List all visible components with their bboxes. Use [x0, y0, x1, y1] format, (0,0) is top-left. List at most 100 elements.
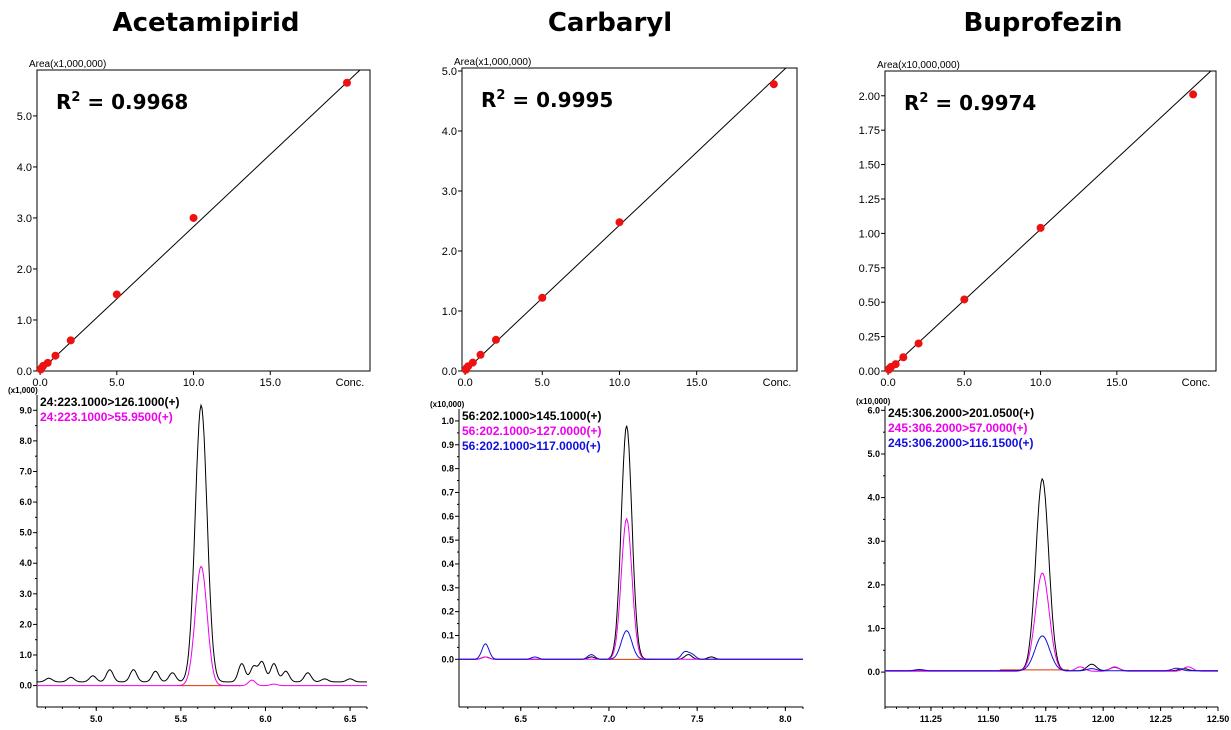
chart-6-xtick-label: 11.50	[977, 714, 999, 724]
chart-3-xtick-label: 15.0	[1106, 377, 1127, 389]
chart-3-xtick-label: 0.0	[880, 377, 895, 389]
chart-1-xtick-label: 0.0	[32, 377, 47, 389]
chart-3-r2-label: R2 = 0.9974	[904, 91, 1036, 115]
chart-4-xtick-label: 5.0	[90, 714, 103, 724]
chart-3-point	[960, 295, 969, 304]
chart-4-ytick-label: 3.0	[19, 589, 32, 599]
chart-5-ytick-label: 1.0	[441, 416, 454, 426]
chart-4-ytick-label: 2.0	[19, 619, 32, 629]
chart-5-trace-label-3: 56:202.1000>117.0000(+)	[462, 439, 601, 453]
chart-3-point	[1036, 223, 1045, 232]
chart-5-ytick-label: 0.3	[441, 583, 454, 593]
chart-3-fit-line	[887, 70, 1212, 372]
chart-5-trace-label-2: 56:202.1000>127.0000(+)	[462, 424, 601, 438]
chart-2-xlabel: Conc.	[763, 377, 792, 389]
chart-5-xtick-label: 7.0	[603, 714, 616, 724]
chart-1-xtick-label: 5.0	[109, 377, 124, 389]
chart-3-point	[1189, 90, 1198, 99]
chart-5-ytick-label: 0.6	[441, 511, 454, 521]
chart-3-xlabel: Conc.	[1182, 377, 1211, 389]
chart-5-yunit: (x10,000)	[430, 400, 465, 409]
chart-4-yunit: (x1,000)	[8, 386, 38, 395]
chart-6-ytick-label: 1.0	[867, 623, 880, 633]
chart-5-xtick-label: 7.5	[691, 714, 704, 724]
chart-1-ytick-label: 1.0	[17, 315, 32, 327]
chart-6-xtick-label: 12.50	[1207, 714, 1230, 724]
chart-5-trace-1	[459, 425, 803, 660]
chart-3-ytick-label: 0.25	[859, 332, 880, 344]
compound-title-3: Buprofezin	[963, 8, 1123, 38]
chart-2-point	[538, 293, 547, 302]
chart-3-point	[914, 339, 923, 348]
chart-3-ylabel: Area(x10,000,000)	[877, 60, 960, 71]
chart-1-xlabel: Conc.	[336, 377, 365, 389]
chart-2-ytick-label: 4.0	[442, 126, 457, 138]
chart-3-frame	[884, 70, 1217, 372]
chart-2-point	[615, 218, 624, 227]
chart-1-frame	[36, 69, 371, 372]
chart-3-ytick-label: 1.00	[859, 228, 880, 240]
chart-3-point	[891, 360, 900, 369]
chart-5-ytick-label: 0.4	[441, 559, 454, 569]
chart-4-xtick-label: 6.5	[344, 714, 357, 724]
chart-2-xtick-label: 0.0	[457, 377, 472, 389]
chart-6-xtick-label: 12.25	[1149, 714, 1172, 724]
chart-2-point	[491, 335, 500, 344]
chart-6-trace-2	[885, 572, 1218, 672]
chart-3-ytick-label: 1.50	[859, 160, 880, 172]
chart-6-xtick-label: 11.25	[920, 714, 942, 724]
chart-1-point	[342, 78, 351, 87]
chart-4-ytick-label: 4.0	[19, 558, 32, 568]
chart-4-ytick-label: 1.0	[19, 650, 32, 660]
chart-5-trace-3	[459, 630, 803, 660]
chart-1-point	[43, 358, 52, 367]
chart-2-point	[769, 80, 778, 89]
chart-1-ytick-label: 0.0	[17, 366, 32, 378]
chart-3-ytick-label: 0.00	[859, 366, 880, 378]
chart-2-xtick-label: 10.0	[609, 377, 630, 389]
chart-2-ytick-label: 3.0	[442, 186, 457, 198]
chart-4-ytick-label: 8.0	[19, 436, 32, 446]
chart-3-xtick-label: 10.0	[1030, 377, 1051, 389]
chart-6-ytick-label: 4.0	[867, 493, 880, 503]
chart-2-r2-label: R2 = 0.9995	[481, 88, 613, 112]
chart-4-ytick-label: 0.0	[19, 681, 32, 691]
chart-6-ytick-label: 5.0	[867, 449, 880, 459]
chart-5-ytick-label: 0.9	[441, 440, 454, 450]
chart-1-xtick-label: 10.0	[183, 377, 204, 389]
chart-5-ytick-label: 0.8	[441, 464, 454, 474]
chart-2-point	[476, 350, 485, 359]
chart-5-ytick-label: 0.5	[441, 535, 454, 545]
chart-2-xtick-label: 15.0	[686, 377, 707, 389]
chart-5-ytick-label: 0.7	[441, 487, 454, 497]
chart-1-point	[66, 336, 75, 345]
chart-1-xtick-label: 15.0	[260, 377, 281, 389]
chart-4-ytick-label: 5.0	[19, 528, 32, 538]
chart-1-point	[189, 213, 198, 222]
chart-6-trace-label-1: 245:306.2000>201.0500(+)	[888, 406, 1034, 420]
chart-2-ylabel: Area(x1,000,000)	[454, 57, 531, 68]
chart-4-trace-label-1: 24:223.1000>126.1000(+)	[40, 395, 179, 409]
chart-6-trace-label-2: 245:306.2000>57.0000(+)	[888, 421, 1027, 435]
chart-2-frame	[461, 67, 798, 372]
chart-6-ytick-label: 6.0	[867, 405, 880, 415]
chart-5-ytick-label: 0.0	[441, 654, 454, 664]
chart-2-ytick-label: 2.0	[442, 246, 457, 258]
chart-1-ytick-label: 2.0	[17, 264, 32, 276]
chart-3-ytick-label: 1.75	[859, 125, 880, 137]
chart-3-xtick-label: 5.0	[957, 377, 972, 389]
chart-2-ytick-label: 5.0	[442, 66, 457, 78]
chart-3-ytick-label: 2.00	[859, 91, 880, 103]
chart-4-xtick-label: 6.0	[259, 714, 272, 724]
compound-title-1: Acetamipirid	[112, 8, 300, 38]
chart-4-ytick-label: 6.0	[19, 497, 32, 507]
chart-6-trace-3	[885, 635, 1218, 672]
chart-2-ytick-label: 1.0	[442, 306, 457, 318]
chart-6-ytick-label: 3.0	[867, 536, 880, 546]
chart-1-fit-line	[39, 69, 361, 372]
chart-5-xtick-label: 8.0	[779, 714, 792, 724]
chart-4-trace-label-2: 24:223.1000>55.9500(+)	[40, 410, 173, 424]
chart-3-ytick-label: 0.75	[859, 263, 880, 275]
chart-1-ylabel: Area(x1,000,000)	[29, 59, 106, 70]
compound-title-2: Carbaryl	[547, 8, 673, 38]
